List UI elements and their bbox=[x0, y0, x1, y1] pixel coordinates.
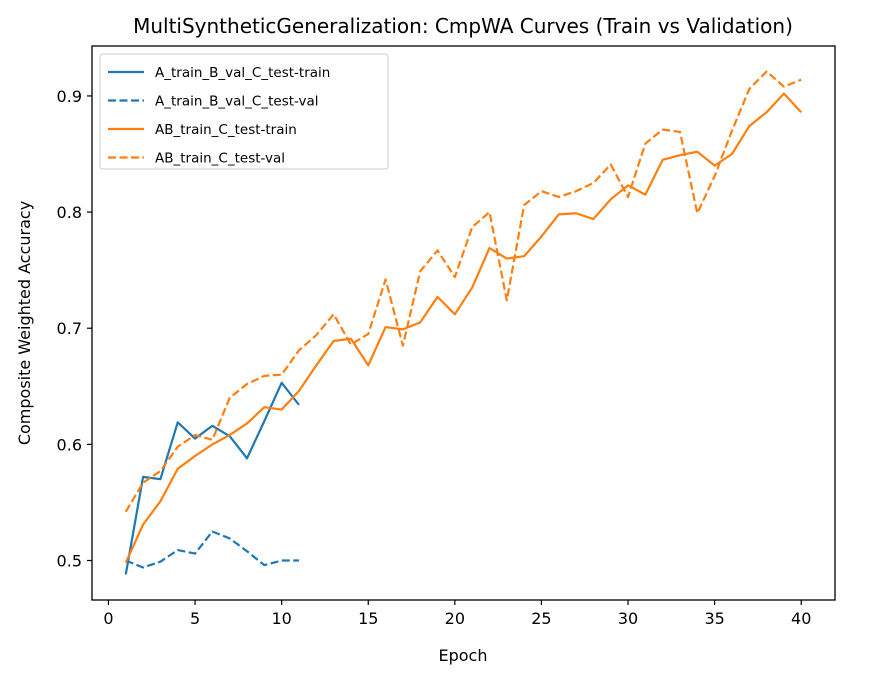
series-line-3 bbox=[124, 92, 803, 564]
legend-label-3: AB_train_C_test-train bbox=[155, 122, 297, 138]
x-axis: 0 5 10 15 20 25 30 35 40 bbox=[103, 600, 811, 628]
chart-title: MultiSyntheticGeneralization: CmpWA Curv… bbox=[133, 14, 793, 38]
x-tick-label: 30 bbox=[618, 609, 638, 628]
y-axis: 0.5 0.6 0.7 0.8 0.9 bbox=[57, 87, 92, 571]
x-tick-label: 15 bbox=[358, 609, 378, 628]
x-tick-label: 20 bbox=[445, 609, 465, 628]
y-tick-label: 0.6 bbox=[57, 435, 82, 454]
series-layer bbox=[124, 70, 803, 575]
y-axis-title: Composite Weighted Accuracy bbox=[15, 201, 34, 445]
x-tick-label: 5 bbox=[190, 609, 200, 628]
y-tick-label: 0.5 bbox=[57, 552, 82, 571]
plot-area-frame bbox=[91, 45, 836, 601]
y-tick-label: 0.7 bbox=[57, 319, 82, 338]
legend-box bbox=[99, 53, 389, 170]
x-tick-label: 10 bbox=[271, 609, 291, 628]
x-tick-label: 35 bbox=[704, 609, 724, 628]
y-tick-label: 0.9 bbox=[57, 87, 82, 106]
legend-label-1: A_train_B_val_C_test-train bbox=[155, 65, 330, 81]
y-tick-label: 0.8 bbox=[57, 203, 82, 222]
x-tick-label: 40 bbox=[791, 609, 811, 628]
legend-label-4: AB_train_C_test-val bbox=[155, 151, 285, 167]
x-tick-label: 25 bbox=[531, 609, 551, 628]
legend-label-2: A_train_B_val_C_test-val bbox=[155, 94, 319, 110]
series-line-4 bbox=[124, 70, 802, 513]
series-line-2 bbox=[125, 530, 299, 569]
legend: A_train_B_val_C_test-train A_train_B_val_… bbox=[99, 53, 389, 170]
x-axis-title: Epoch bbox=[439, 646, 488, 665]
x-tick-label: 0 bbox=[103, 609, 113, 628]
